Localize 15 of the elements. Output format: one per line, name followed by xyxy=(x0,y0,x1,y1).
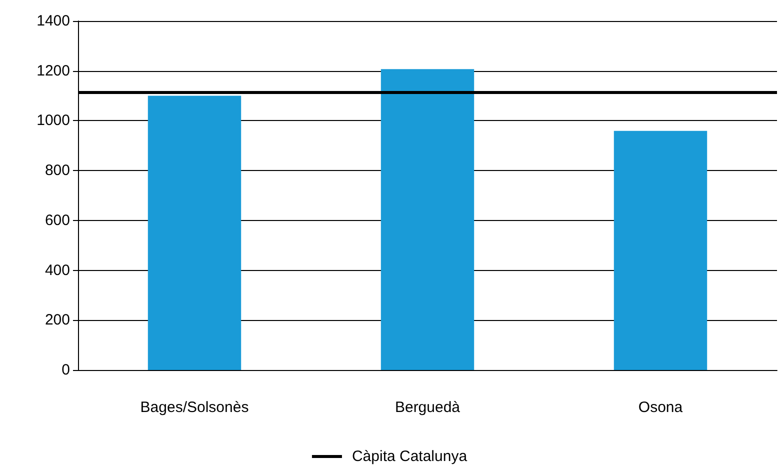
y-tick-label: 600 xyxy=(44,212,70,229)
y-tick-label: 1000 xyxy=(36,112,70,130)
x-tick-label: Berguedà xyxy=(394,399,461,416)
y-tick-label: 400 xyxy=(44,262,70,279)
bar xyxy=(148,96,242,370)
legend-label: Càpita Catalunya xyxy=(352,448,468,465)
x-tick-label: Bages/Solsonès xyxy=(140,399,249,416)
y-tick-label: 1400 xyxy=(36,12,70,30)
x-tick-label: Osona xyxy=(638,399,684,416)
y-tick-label: 200 xyxy=(44,312,70,329)
bar xyxy=(380,69,474,370)
y-tick-label: 800 xyxy=(44,162,70,180)
y-tick-label: 0 xyxy=(62,362,70,378)
y-tick-label: 1200 xyxy=(36,62,70,80)
bar xyxy=(614,130,708,370)
